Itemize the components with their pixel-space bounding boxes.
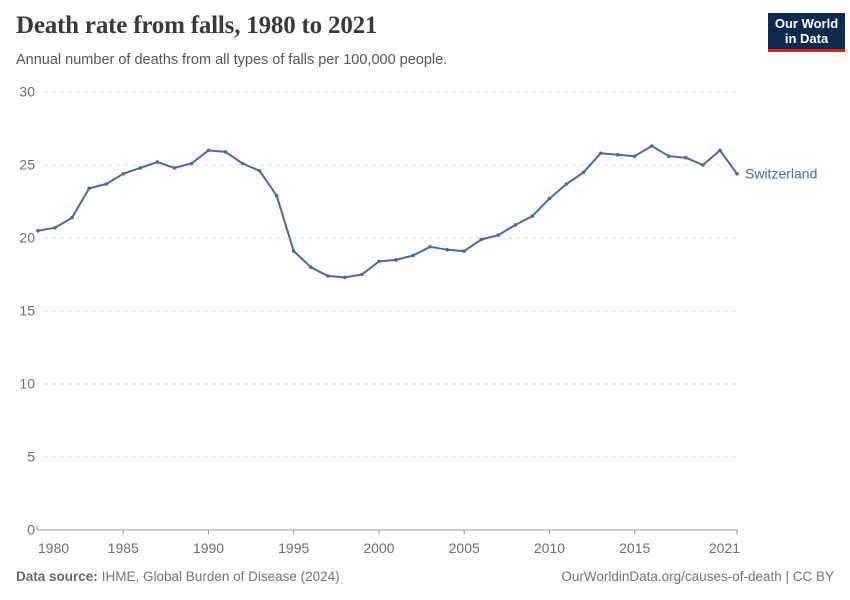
y-tick-label-20: 20 — [19, 230, 35, 246]
x-tick-label-2015: 2015 — [619, 540, 650, 556]
data-point-2003 — [428, 245, 432, 249]
x-tick-label-2021: 2021 — [709, 540, 740, 556]
data-point-2020 — [718, 148, 722, 153]
data-point-2006 — [479, 237, 484, 242]
data-point-2013 — [598, 151, 603, 156]
data-point-2001 — [394, 258, 398, 262]
data-point-1982 — [70, 215, 74, 220]
data-point-1989 — [189, 161, 194, 166]
data-point-2014 — [615, 153, 620, 157]
data-point-1988 — [172, 166, 177, 170]
data-point-1980 — [36, 228, 40, 233]
data-point-1998 — [343, 275, 347, 280]
data-point-2010 — [547, 196, 552, 201]
x-tick-label-1980: 1980 — [38, 540, 69, 556]
data-point-2000 — [377, 259, 381, 264]
x-tick-label-1985: 1985 — [108, 540, 139, 556]
data-point-2009 — [530, 214, 535, 218]
data-source-label: Data source: — [16, 569, 98, 584]
data-point-2008 — [513, 223, 518, 227]
data-point-2011 — [564, 182, 569, 186]
x-tick-label-2010: 2010 — [534, 540, 565, 556]
chart-title: Death rate from falls, 1980 to 2021 — [16, 12, 378, 39]
data-point-2017 — [667, 154, 671, 158]
series-label-switzerland: Switzerland — [745, 165, 817, 181]
data-point-2002 — [411, 253, 415, 258]
data-point-1996 — [309, 265, 313, 270]
data-point-1999 — [360, 272, 364, 277]
data-point-1984 — [104, 182, 108, 186]
chart-footer: Data source: IHME, Global Burden of Disea… — [16, 569, 834, 584]
data-point-2018 — [684, 155, 688, 160]
series-line-switzerland — [37, 145, 738, 279]
owid-logo-line2: in Data — [784, 31, 829, 46]
chart-subtitle: Annual number of deaths from all types o… — [16, 52, 448, 68]
x-tick-label-1995: 1995 — [278, 540, 309, 556]
x-tick-label-2000: 2000 — [363, 540, 394, 556]
data-point-1993 — [257, 169, 262, 173]
data-point-1991 — [223, 150, 228, 154]
x-tick-label-1990: 1990 — [193, 540, 224, 556]
data-point-2019 — [701, 163, 705, 167]
x-tick-label-2005: 2005 — [449, 540, 480, 556]
y-tick-label-10: 10 — [19, 376, 35, 392]
data-point-1994 — [274, 193, 279, 198]
owid-logo-line1: Our World — [774, 16, 839, 31]
data-point-1983 — [87, 186, 91, 191]
y-tick-label-5: 5 — [27, 449, 35, 465]
license-credit: OurWorldinData.org/causes-of-death | CC … — [561, 569, 834, 584]
data-point-1990 — [206, 148, 211, 153]
y-tick-label-0: 0 — [27, 522, 35, 538]
y-tick-label-15: 15 — [19, 303, 35, 319]
data-point-2005 — [462, 249, 467, 253]
data-source-text: IHME, Global Burden of Disease (2024) — [101, 569, 340, 584]
data-point-2021 — [735, 172, 739, 176]
owid-logo: Our World in Data — [768, 13, 845, 52]
data-point-1986 — [138, 166, 143, 170]
y-tick-label-25: 25 — [19, 157, 35, 173]
data-source: Data source: IHME, Global Burden of Disea… — [16, 569, 340, 584]
data-point-1987 — [155, 160, 160, 164]
data-point-2007 — [496, 233, 501, 237]
data-point-1992 — [240, 161, 245, 166]
data-point-2012 — [581, 170, 586, 175]
data-point-1985 — [121, 172, 125, 176]
data-point-2004 — [445, 247, 450, 252]
data-point-2016 — [650, 144, 654, 148]
data-point-1981 — [53, 226, 57, 230]
y-tick-label-30: 30 — [19, 84, 35, 100]
data-point-2015 — [632, 154, 637, 158]
data-point-1995 — [291, 249, 296, 253]
data-point-1997 — [326, 274, 330, 278]
